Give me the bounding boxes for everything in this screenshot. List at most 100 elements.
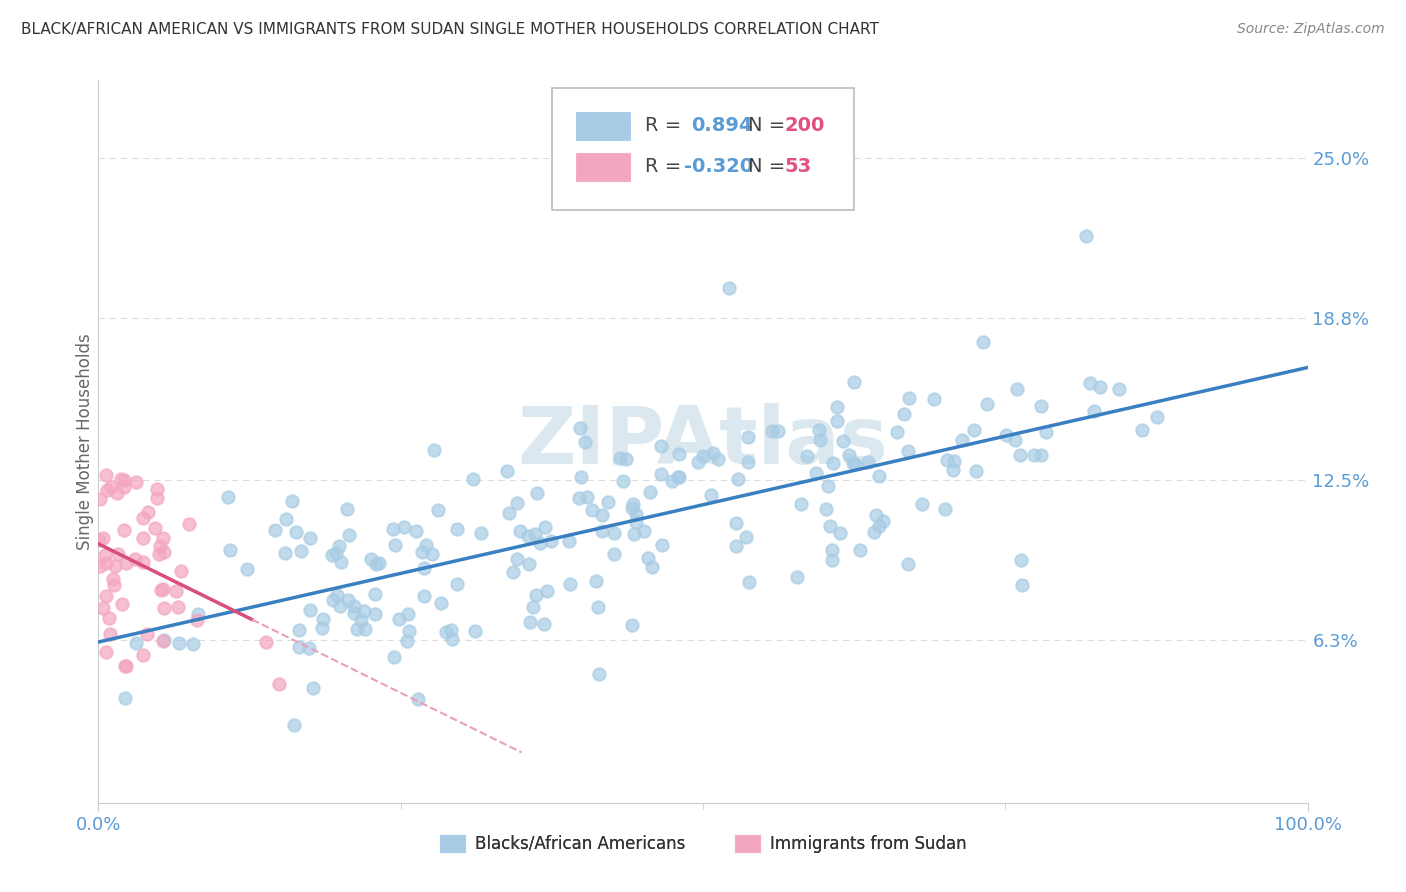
Point (830, 526, 852, 541)
Point (821, 553, 844, 567)
Point (506, 496, 529, 510)
Text: BLACK/AFRICAN AMERICAN VS IMMIGRANTS FROM SUDAN SINGLE MOTHER HOUSEHOLDS CORRELA: BLACK/AFRICAN AMERICAN VS IMMIGRANTS FRO… (21, 22, 879, 37)
Point (524, 527, 547, 541)
Point (1010, 448, 1032, 462)
Point (96, 556, 118, 570)
Point (349, 613, 371, 627)
Point (818, 518, 841, 533)
Point (827, 414, 849, 428)
Point (299, 531, 322, 545)
Text: N =: N = (748, 158, 785, 177)
Point (388, 612, 411, 626)
Point (668, 447, 690, 461)
Point (707, 452, 730, 467)
Legend: Blacks/African Americans, Immigrants from Sudan: Blacks/African Americans, Immigrants fro… (433, 828, 973, 860)
Point (502, 566, 524, 580)
Point (633, 524, 655, 538)
Point (89, 533, 111, 548)
Point (111, 597, 134, 611)
Point (114, 659, 136, 673)
Point (115, 659, 138, 673)
Point (808, 433, 831, 447)
Point (423, 442, 446, 457)
Point (440, 632, 463, 647)
Point (298, 603, 321, 617)
Point (560, 577, 582, 591)
Point (91, 600, 114, 615)
Point (149, 540, 172, 554)
Point (735, 530, 758, 544)
Point (581, 502, 603, 516)
Point (688, 454, 710, 468)
Point (1090, 379, 1112, 393)
Point (872, 514, 894, 528)
Point (94, 548, 117, 562)
Point (942, 463, 965, 477)
Point (868, 469, 890, 483)
Text: -0.320: -0.320 (683, 158, 752, 177)
Point (1005, 383, 1028, 397)
Point (596, 494, 619, 508)
Point (322, 593, 344, 607)
Point (1083, 404, 1105, 418)
Point (886, 425, 908, 439)
Point (626, 507, 648, 521)
Point (844, 458, 866, 472)
Point (650, 439, 672, 453)
Point (364, 557, 387, 571)
Point (353, 604, 375, 618)
Point (94, 468, 117, 483)
Point (727, 472, 749, 486)
Point (461, 472, 484, 486)
Point (506, 552, 529, 566)
Point (897, 444, 920, 458)
Point (148, 547, 170, 561)
Point (1146, 409, 1168, 424)
Text: R =: R = (645, 158, 682, 177)
Point (965, 464, 987, 478)
Point (153, 545, 176, 559)
Point (700, 487, 723, 501)
Point (420, 547, 443, 561)
Point (586, 600, 609, 615)
Point (336, 502, 359, 516)
Point (114, 690, 136, 705)
Point (1029, 399, 1052, 413)
Point (107, 547, 129, 561)
Point (112, 480, 135, 494)
Point (165, 584, 187, 599)
Text: ZIPAtlas: ZIPAtlas (517, 402, 889, 481)
Point (519, 557, 541, 571)
Point (336, 593, 359, 607)
Point (325, 546, 347, 560)
Point (254, 634, 277, 648)
Point (124, 551, 146, 566)
Point (411, 545, 433, 559)
Point (963, 423, 986, 437)
Point (105, 486, 128, 500)
Point (415, 538, 437, 552)
Point (153, 633, 176, 648)
Point (290, 544, 312, 558)
Point (574, 434, 596, 449)
Point (429, 596, 451, 610)
Point (868, 519, 890, 533)
Point (312, 612, 335, 626)
Point (101, 573, 124, 587)
Point (96, 483, 118, 497)
Point (281, 494, 304, 508)
Point (995, 428, 1018, 442)
Point (287, 623, 309, 637)
Point (152, 633, 174, 648)
Point (91, 531, 114, 545)
Point (96, 645, 118, 659)
Point (1010, 553, 1032, 567)
Y-axis label: Single Mother Households: Single Mother Households (76, 334, 94, 549)
Point (166, 600, 188, 615)
Point (382, 522, 405, 536)
Point (522, 599, 544, 614)
Point (637, 550, 659, 565)
Point (267, 677, 290, 691)
Point (863, 524, 886, 539)
Point (426, 502, 449, 516)
